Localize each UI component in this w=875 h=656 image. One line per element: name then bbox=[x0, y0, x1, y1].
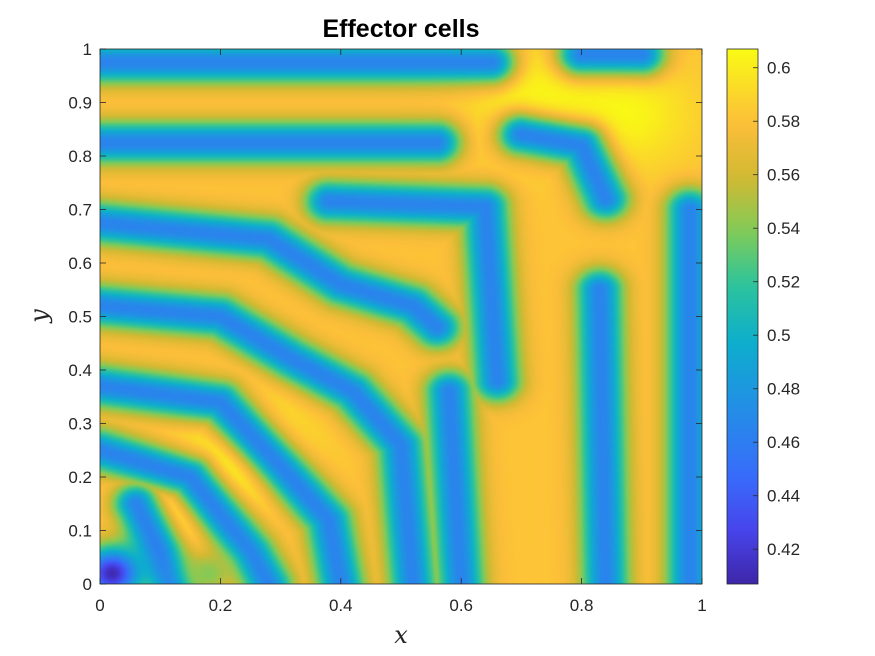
colorbar-tick-label: 0.46 bbox=[767, 433, 800, 452]
colorbar-tick-label: 0.58 bbox=[767, 112, 800, 131]
x-tick-label: 0.8 bbox=[570, 596, 594, 615]
colorbar-fill bbox=[727, 49, 758, 584]
y-tick-label: 0.1 bbox=[68, 522, 92, 541]
x-axis-ticks: 0 0.2 0.4 0.6 0.8 1 bbox=[95, 49, 707, 615]
colorbar-tick-label: 0.48 bbox=[767, 380, 800, 399]
x-tick-label: 0.6 bbox=[449, 596, 473, 615]
y-tick-label: 1 bbox=[83, 40, 92, 59]
y-tick-label: 0.3 bbox=[68, 415, 92, 434]
colorbar-tick-label: 0.5 bbox=[767, 326, 791, 345]
colorbar-tick-label: 0.52 bbox=[767, 273, 800, 292]
y-tick-label: 0.7 bbox=[68, 201, 92, 220]
colorbar-ticks: 0.42 0.44 0.46 0.48 0.5 0.52 0.54 0.56 0.58 0.6 bbox=[753, 59, 800, 559]
colorbar-tick-label: 0.42 bbox=[767, 540, 800, 559]
colorbar-tick-label: 0.6 bbox=[767, 59, 791, 78]
y-tick-label: 0 bbox=[83, 575, 92, 594]
y-tick-label: 0.6 bbox=[68, 254, 92, 273]
x-tick-label: 0 bbox=[95, 596, 104, 615]
y-tick-label: 0.2 bbox=[68, 468, 92, 487]
colorbar: 0.42 0.44 0.46 0.48 0.5 0.52 0.54 0.56 0.58 0.6 bbox=[726, 48, 800, 585]
colorbar-frame bbox=[726, 48, 759, 585]
x-tick-label: 0.2 bbox=[209, 596, 233, 615]
colorbar-tick-label: 0.54 bbox=[767, 219, 800, 238]
plot-area bbox=[99, 48, 703, 585]
y-tick-label: 0.4 bbox=[68, 361, 92, 380]
chart-title: Effector cells bbox=[322, 15, 479, 43]
colorbar-tick-label: 0.44 bbox=[767, 487, 800, 506]
y-tick-label: 0.8 bbox=[68, 147, 92, 166]
y-axis-label: y bbox=[25, 309, 53, 324]
x-tick-label: 0.4 bbox=[329, 596, 353, 615]
y-axis-ticks: 0 0.1 0.2 0.3 0.4 0.5 0.6 0.7 0.8 0.9 1 bbox=[68, 40, 702, 594]
y-tick-label: 0.5 bbox=[68, 308, 92, 327]
x-tick-label: 1 bbox=[697, 596, 706, 615]
colorbar-tick-label: 0.56 bbox=[767, 166, 800, 185]
x-axis-label: x bbox=[394, 621, 408, 649]
heatmap-image bbox=[100, 49, 702, 584]
y-tick-label: 0.9 bbox=[68, 94, 92, 113]
